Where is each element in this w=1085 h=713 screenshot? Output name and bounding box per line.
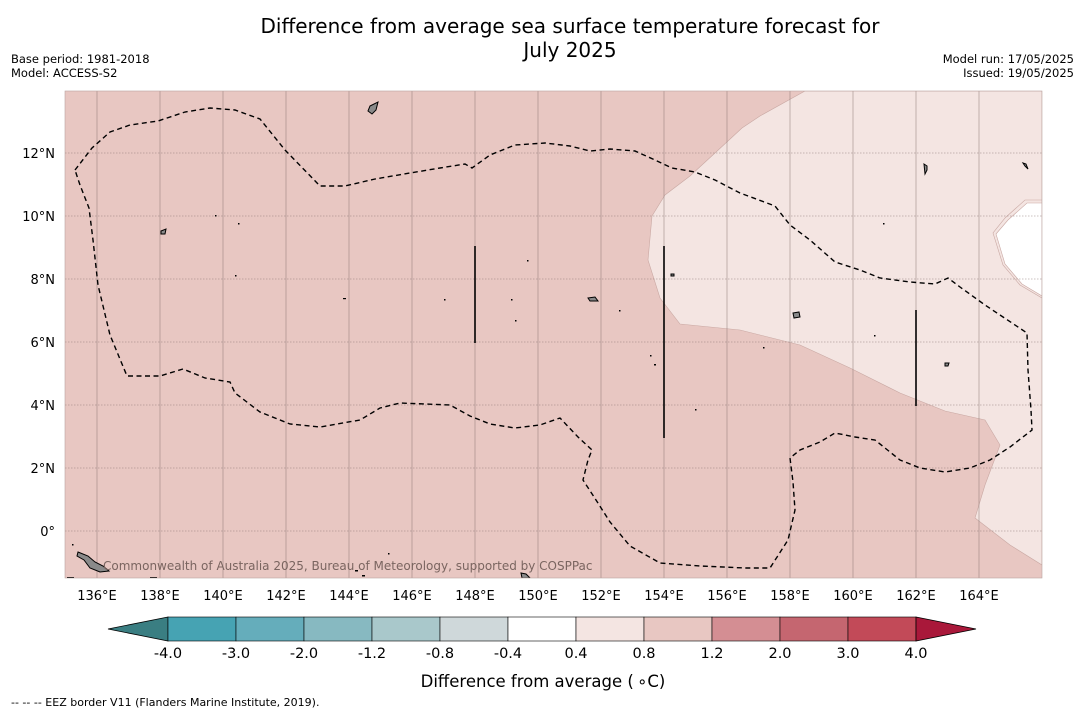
longitude-label: 154°E — [644, 589, 684, 604]
latitude-label: 8°N — [31, 273, 56, 288]
colorbar-tick-label: 2.0 — [768, 646, 791, 662]
anomaly-band-below-0.4 — [995, 202, 1042, 297]
latitude-label: 4°N — [31, 399, 56, 414]
latitude-label: 6°N — [31, 336, 56, 351]
colorbar-tick-label: 0.8 — [632, 646, 655, 662]
colorbar-segment — [235, 616, 305, 642]
longitude-label: 144°E — [329, 589, 369, 604]
latitude-labels: 12°N 10°N 8°N 6°N 4°N 2°N 0° — [22, 147, 55, 540]
colorbar-tick-label: -0.8 — [426, 646, 454, 662]
colorbar-segment — [507, 616, 577, 642]
eez-footnote: -- -- -- EEZ border V11 (Flanders Marine… — [11, 696, 320, 709]
colorbar — [107, 616, 977, 642]
map-panel — [65, 91, 1042, 578]
colorbar-segment — [167, 616, 237, 642]
colorbar-tick-label: -2.0 — [290, 646, 318, 662]
longitude-label: 138°E — [140, 589, 180, 604]
latitude-label: 12°N — [22, 147, 55, 162]
colorbar-tick-label: 1.2 — [700, 646, 723, 662]
anomaly-band-0.4-0.8 — [647, 91, 1042, 566]
zone-boundary-lines — [474, 246, 917, 438]
colorbar-tick-label: -4.0 — [154, 646, 182, 662]
colorbar-segment — [303, 616, 373, 642]
longitude-label: 150°E — [518, 589, 558, 604]
longitude-label: 156°E — [707, 589, 747, 604]
longitude-label: 162°E — [896, 589, 936, 604]
run-info: Model run: 17/05/2025 Issued: 19/05/2025 — [943, 52, 1074, 80]
copyright-notice: Commonwealth of Australia 2025, Bureau o… — [103, 559, 593, 573]
longitude-label: 146°E — [392, 589, 432, 604]
model-run-date: Model run: 17/05/2025 — [942, 52, 1074, 66]
longitude-label: 136°E — [77, 589, 117, 604]
map-title: Difference from average sea surface temp… — [200, 14, 940, 62]
colorbar-tick-label: -0.4 — [494, 646, 522, 662]
longitude-label: 152°E — [581, 589, 621, 604]
longitude-label: 160°E — [833, 589, 873, 604]
title-line-2: July 2025 — [523, 38, 617, 62]
model-name: Model: ACCESS-S2 — [11, 66, 118, 80]
colorbar-tick-label: 4.0 — [904, 646, 927, 662]
title-line-1: Difference from average sea surface temp… — [260, 14, 880, 38]
longitude-label: 142°E — [266, 589, 306, 604]
colorbar-segment — [711, 616, 781, 642]
longitude-label: 148°E — [455, 589, 495, 604]
longitude-labels: 136°E 138°E 140°E 142°E 144°E 146°E 148°E 150°E… — [77, 589, 999, 604]
issued-date: Issued: 19/05/2025 — [963, 66, 1074, 80]
colorbar-title: Difference from average ( ∘C) — [421, 672, 666, 691]
latitude-label: 0° — [40, 525, 55, 540]
latitude-label: 2°N — [31, 462, 56, 477]
longitude-label: 164°E — [959, 589, 999, 604]
colorbar-segment — [439, 616, 509, 642]
colorbar-tick-label: -3.0 — [222, 646, 250, 662]
small-islets — [67, 215, 885, 578]
colorbar-tick-label: 0.4 — [564, 646, 587, 662]
longitude-label: 158°E — [770, 589, 810, 604]
latitude-label: 10°N — [22, 210, 55, 225]
colorbar-segment — [371, 616, 441, 642]
eez-border — [74, 107, 1033, 569]
islands — [76, 101, 1029, 578]
model-info: Base period: 1981-2018 Model: ACCESS-S2 — [11, 52, 150, 80]
map-frame — [64, 90, 1043, 579]
colorbar-segment — [847, 616, 917, 642]
colorbar-under-arrow — [107, 616, 169, 642]
colorbar-over-arrow — [915, 616, 977, 642]
colorbar-tick-labels: -4.0 -3.0 -2.0 -1.2 -0.8 -0.4 0.4 0.8 1.2 2.0 3.0 4… — [154, 646, 928, 662]
colorbar-tick-label: 3.0 — [836, 646, 859, 662]
base-period: Base period: 1981-2018 — [11, 52, 150, 66]
graticule-lat — [65, 152, 1042, 532]
colorbar-segment — [779, 616, 849, 642]
colorbar-segment — [643, 616, 713, 642]
longitude-label: 140°E — [203, 589, 243, 604]
colorbar-segment — [575, 616, 645, 642]
colorbar-tick-label: -1.2 — [358, 646, 386, 662]
